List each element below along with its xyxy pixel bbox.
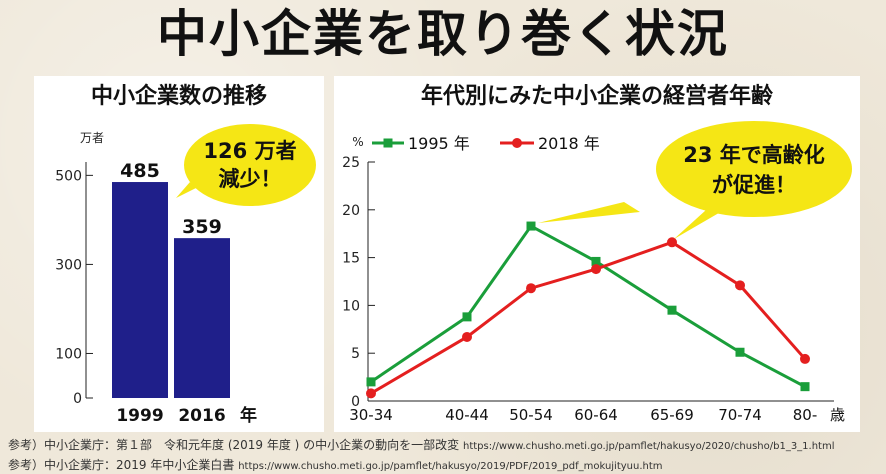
footnote-2-text: 参考）中小企業庁：2019 年中小企業白書 [8,458,235,472]
bubble-text-line1: 126 万者 [203,139,296,163]
bubble-tail [176,182,196,198]
x-tick-label: 60-64 [574,406,618,424]
y-tick-label: 5 [351,346,360,362]
x-tick-label: 40-44 [445,406,489,424]
bubble-text-line1: 23 年で高齢化 [683,143,825,167]
series-line-2018 年 [370,240,807,395]
legend-marker-1995 [383,138,393,148]
data-point-1995 [800,382,810,392]
data-point-1995 [462,312,472,322]
data-point-2018 [462,331,472,342]
data-point-2018 [800,353,810,364]
data-point-1995 [591,256,601,266]
data-point-1995 [526,221,536,231]
page-title: 中小企業を取り巻く状況 [157,5,729,63]
bubble-tail-1995 [538,202,640,223]
y-tick-label: 20 [342,203,360,219]
line-chart-title: 年代別にみた中小企業の経営者年齢 [420,84,773,109]
footnote-2-url[interactable]: https://www.chusho.meti.go.jp/pamflet/ha… [238,461,663,472]
x-tick-label: 2016 [178,406,225,426]
y-tick-label: 15 [342,251,360,267]
x-axis-unit: 歳 [830,406,845,424]
footnote-1-text: 参考）中小企業庁：第１部 令和元年度 (2019 年度 ) の中小企業の動向を一… [8,438,460,452]
footnote-1: 参考）中小企業庁：第１部 令和元年度 (2019 年度 ) の中小企業の動向を一… [8,436,835,453]
x-tick-label: 80- [793,406,818,424]
data-point-2018 [526,283,536,294]
y-tick-label: 500 [55,168,82,184]
y-tick-label: 300 [55,257,82,273]
bar-2016 [174,238,230,398]
manager-age-panel: 年代別にみた中小企業の経営者年齢 % 0 5 10 15 20 25 30-34 40-44 50… [334,76,860,432]
legend-label-2018: 2018 年 [538,134,600,153]
y-tick-label: 25 [342,155,360,171]
data-point-1995 [366,377,376,387]
bar-value-label: 485 [120,160,160,182]
y-tick-label: 10 [342,298,360,314]
bubble-text-line2: が促進！ [712,173,796,197]
bubble-126-reduction [184,124,316,206]
x-tick-label: 50-54 [509,406,553,424]
y-tick-label: 0 [73,391,82,407]
legend-label-1995: 1995 年 [408,134,470,153]
company-count-panel: 中小企業数の推移 万者 0 100 300 500 485 1999 359 2016 年 126 … [34,76,324,432]
bubble-tail-2018 [674,210,724,239]
data-point-1995 [667,305,677,315]
y-tick-label: 100 [55,346,82,362]
x-tick-label: 65-69 [650,406,694,424]
x-tick-label: 70-74 [718,406,762,424]
bar-value-label: 359 [182,216,222,238]
x-tick-label: 1999 [116,406,163,426]
data-point-2018 [591,264,601,275]
series-line-1995 年 [370,224,806,388]
footnote-2: 参考）中小企業庁：2019 年中小企業白書 https://www.chusho… [8,456,663,473]
bubble-aging [656,121,852,217]
legend-marker-2018 [512,138,522,148]
data-point-2018 [667,237,677,248]
data-point-2018 [735,280,745,291]
line-chart: % 0 5 10 15 20 25 30-34 40-44 50-54 60-64 65-69 70-7… [342,121,852,424]
bar-1999 [112,182,168,398]
x-axis-unit: 年 [240,405,257,426]
bubble-text-line2: 減少！ [219,167,282,191]
data-point-1995 [735,347,745,357]
x-tick-label: 30-34 [349,406,393,424]
y-axis-unit: 万者 [80,131,104,145]
footnote-1-url[interactable]: https://www.chusho.meti.go.jp/pamflet/ha… [463,441,835,452]
data-point-2018 [366,388,376,399]
bar-chart-title: 中小企業数の推移 [90,84,267,109]
y-axis-unit: % [352,135,363,149]
y-tick-label: 0 [351,394,360,410]
